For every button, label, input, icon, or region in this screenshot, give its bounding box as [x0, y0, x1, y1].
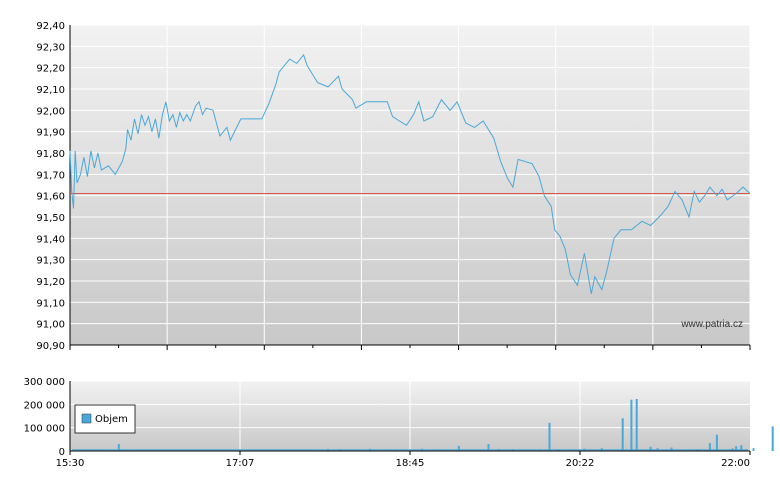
price-y-tick-label: 91,70 — [36, 170, 65, 181]
volume-bar — [696, 449, 699, 451]
volume-bar — [635, 399, 638, 451]
volume-bar — [421, 448, 424, 451]
volume-bar — [665, 449, 668, 451]
volume-bar — [497, 449, 500, 451]
price-y-tick-label: 91,90 — [36, 128, 65, 139]
watermark: www.patria.cz — [680, 319, 743, 330]
price-chart-background — [70, 25, 750, 345]
legend-label: Objem — [95, 414, 128, 425]
price-line — [69, 53, 751, 294]
legend-swatch — [81, 413, 92, 424]
price-y-tick-label: 92,30 — [36, 42, 65, 53]
volume-bar — [708, 443, 711, 451]
price-y-tick-label: 91,60 — [36, 192, 65, 203]
volume-bar — [656, 448, 659, 451]
price-y-tick-label: 91,30 — [36, 256, 65, 267]
x-tick-label: 18:45 — [396, 458, 425, 469]
price-y-tick-label: 92,40 — [36, 21, 65, 32]
volume-bar — [670, 447, 673, 451]
volume-bar — [731, 448, 734, 451]
volume-bar — [487, 444, 490, 451]
volume-bar — [649, 446, 652, 451]
volume-bar — [740, 445, 743, 451]
price-y-tick-label: 92,00 — [36, 106, 65, 117]
price-y-tick-label: 92,10 — [36, 85, 65, 96]
volume-legend: Objem — [74, 404, 136, 434]
volume-bar — [327, 448, 330, 451]
x-tick-label: 15:30 — [56, 458, 85, 469]
price-y-tick-label: 91,00 — [36, 320, 65, 331]
price-y-tick-label: 92,20 — [36, 64, 65, 75]
price-y-tick-label: 91,10 — [36, 298, 65, 309]
volume-bar — [583, 448, 586, 451]
x-tick-label: 22:00 — [721, 458, 750, 469]
volume-bar — [735, 446, 738, 451]
price-y-tick-label: 91,80 — [36, 149, 65, 160]
volume-baseline — [72, 449, 748, 451]
price-y-tick-label: 91,50 — [36, 213, 65, 224]
volume-bar — [539, 449, 542, 451]
price-y-axis-ticks: 92,40 92,30 92,20 92,10 92,00 91,90 91,80 91,70… — [36, 21, 65, 352]
volume-bar — [548, 422, 551, 451]
volume-bar — [752, 448, 755, 451]
volume-bar — [621, 418, 624, 451]
price-y-tick-label: 90,90 — [36, 341, 65, 352]
volume-bar — [457, 445, 460, 451]
volume-y-tick-label: 0 — [59, 447, 65, 458]
volume-x-axis: 15:30 17:07 18:45 20:22 22:00 — [56, 381, 751, 469]
volume-bar — [600, 448, 603, 451]
x-tick-label: 17:07 — [226, 458, 255, 469]
price-y-tick-label: 91,40 — [36, 234, 65, 245]
volume-bar — [511, 449, 514, 451]
volume-bar — [339, 449, 342, 451]
price-x-axis — [69, 25, 751, 350]
volume-bar — [117, 444, 120, 451]
volume-y-tick-label: 200 000 — [24, 400, 65, 411]
volume-bar — [368, 448, 371, 451]
price-chart-grid — [70, 24, 751, 346]
volume-bar — [557, 449, 560, 451]
price-y-tick-label: 91,20 — [36, 277, 65, 288]
volume-bar — [630, 399, 633, 451]
volume-y-axis-ticks: 300 000 200 000 100 000 0 — [24, 377, 65, 458]
volume-bars — [72, 399, 774, 451]
volume-y-tick-label: 300 000 — [24, 377, 65, 388]
x-tick-label: 20:22 — [566, 458, 595, 469]
volume-bar — [771, 426, 774, 451]
volume-y-tick-label: 100 000 — [24, 424, 65, 435]
volume-bar — [715, 434, 718, 451]
